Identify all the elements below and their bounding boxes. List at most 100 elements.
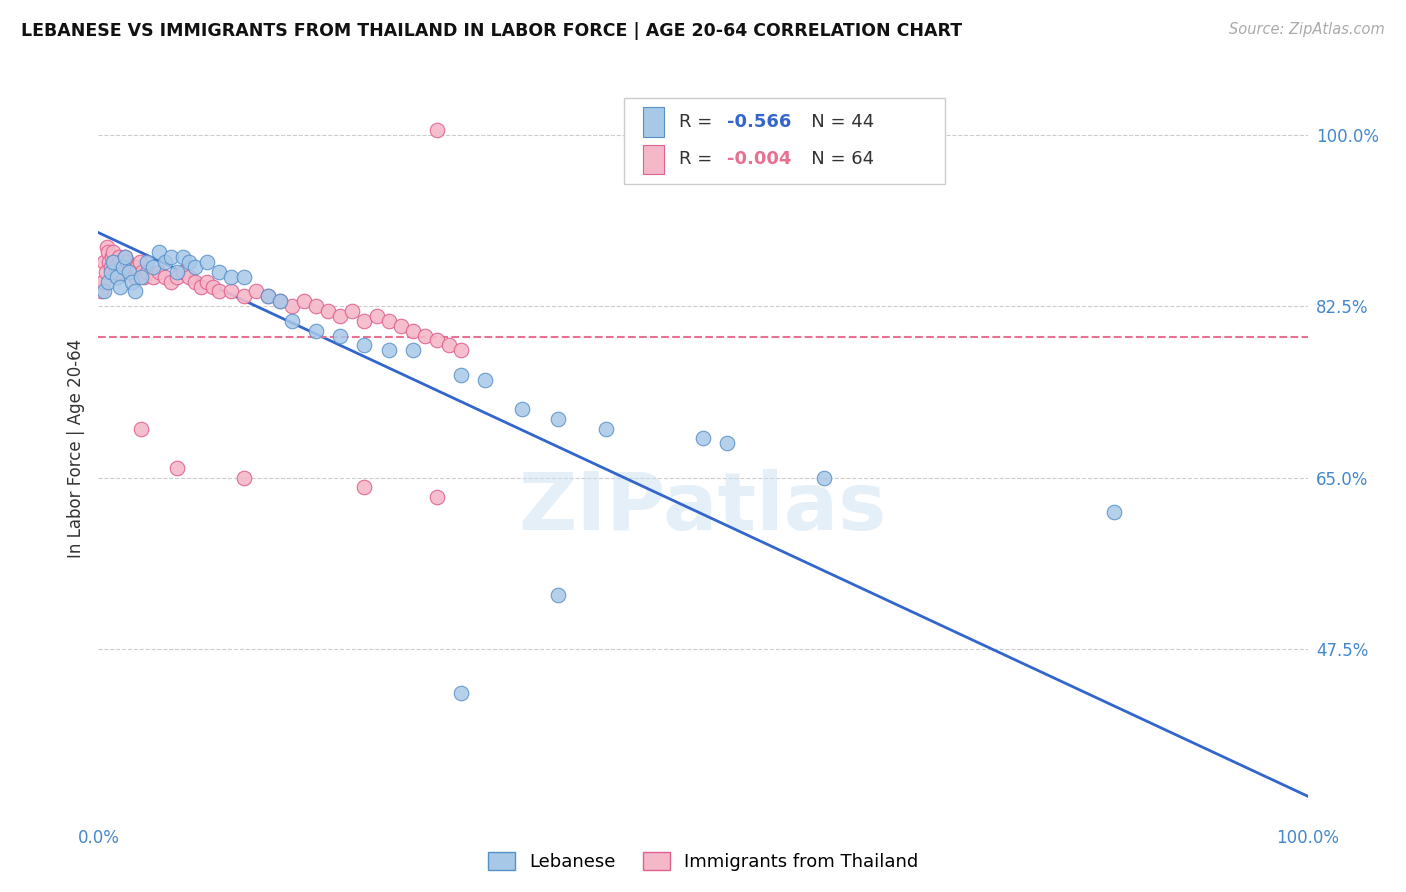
Point — [124, 269, 146, 284]
Point — [402, 343, 425, 358]
Point — [127, 260, 149, 274]
Point — [96, 240, 118, 254]
FancyBboxPatch shape — [624, 98, 945, 184]
Point — [377, 343, 399, 358]
Point — [389, 318, 412, 333]
Point — [426, 122, 449, 136]
Point — [105, 269, 128, 284]
Point — [256, 289, 278, 303]
Point — [377, 314, 399, 328]
Point — [100, 250, 122, 264]
Y-axis label: In Labor Force | Age 20-64: In Labor Force | Age 20-64 — [66, 339, 84, 558]
Point — [93, 285, 115, 299]
Point — [101, 255, 124, 269]
Point — [281, 314, 304, 328]
Point — [353, 338, 375, 352]
Point — [510, 402, 533, 417]
Point — [117, 255, 139, 269]
Point — [108, 250, 131, 264]
Point — [121, 265, 143, 279]
Point — [107, 265, 129, 279]
Point — [366, 309, 388, 323]
Point — [111, 260, 134, 274]
Text: N = 44: N = 44 — [794, 112, 875, 131]
Point — [402, 324, 425, 338]
Point — [118, 260, 141, 274]
Point — [166, 269, 188, 284]
Point — [134, 269, 156, 284]
Point — [245, 285, 267, 299]
Point — [413, 328, 436, 343]
Point — [100, 260, 122, 274]
Text: R =: R = — [679, 112, 718, 131]
Point — [813, 470, 835, 484]
Point — [153, 269, 176, 284]
Point — [94, 265, 117, 279]
Point — [129, 269, 152, 284]
Point — [316, 304, 339, 318]
Text: ZIPatlas: ZIPatlas — [519, 469, 887, 547]
Point — [450, 343, 472, 358]
Point — [232, 269, 254, 284]
Point — [716, 436, 738, 450]
Point — [450, 686, 472, 700]
Point — [108, 255, 131, 269]
Point — [148, 265, 170, 279]
Point — [184, 275, 207, 289]
Point — [148, 245, 170, 260]
Point — [292, 294, 315, 309]
Point — [221, 269, 243, 284]
Point — [101, 245, 124, 260]
Point — [342, 304, 364, 318]
Point — [595, 422, 617, 436]
Point — [111, 260, 134, 274]
Point — [121, 275, 143, 289]
Point — [221, 285, 243, 299]
Point — [232, 289, 254, 303]
Point — [91, 275, 114, 289]
Point — [305, 324, 328, 338]
Point — [114, 250, 136, 264]
Point — [353, 480, 375, 494]
Point — [329, 309, 352, 323]
Legend: Lebanese, Immigrants from Thailand: Lebanese, Immigrants from Thailand — [481, 845, 925, 879]
Point — [256, 289, 278, 303]
Point — [104, 260, 127, 274]
Point — [353, 314, 375, 328]
Point — [208, 285, 231, 299]
Point — [97, 275, 120, 289]
Point — [1102, 505, 1125, 519]
Point — [98, 255, 121, 269]
Point — [129, 422, 152, 436]
Point — [195, 275, 218, 289]
Point — [135, 255, 157, 269]
Point — [426, 334, 449, 348]
Point — [190, 279, 212, 293]
Text: -0.004: -0.004 — [727, 151, 792, 169]
Point — [131, 265, 153, 279]
Text: Source: ZipAtlas.com: Source: ZipAtlas.com — [1229, 22, 1385, 37]
Point — [166, 265, 188, 279]
Point — [547, 588, 569, 602]
Point — [208, 265, 231, 279]
Point — [450, 368, 472, 382]
Text: R =: R = — [679, 151, 718, 169]
Text: LEBANESE VS IMMIGRANTS FROM THAILAND IN LABOR FORCE | AGE 20-64 CORRELATION CHAR: LEBANESE VS IMMIGRANTS FROM THAILAND IN … — [21, 22, 962, 40]
Point — [103, 255, 125, 269]
Point — [692, 432, 714, 446]
Point — [232, 470, 254, 484]
Point — [179, 269, 201, 284]
Point — [172, 265, 194, 279]
Point — [118, 265, 141, 279]
Point — [269, 294, 291, 309]
Point — [172, 250, 194, 264]
Point — [195, 255, 218, 269]
FancyBboxPatch shape — [643, 145, 664, 174]
Text: -0.566: -0.566 — [727, 112, 792, 131]
Point — [329, 328, 352, 343]
Point — [166, 460, 188, 475]
Point — [142, 269, 165, 284]
Point — [179, 255, 201, 269]
FancyBboxPatch shape — [643, 107, 664, 136]
Point — [153, 255, 176, 269]
